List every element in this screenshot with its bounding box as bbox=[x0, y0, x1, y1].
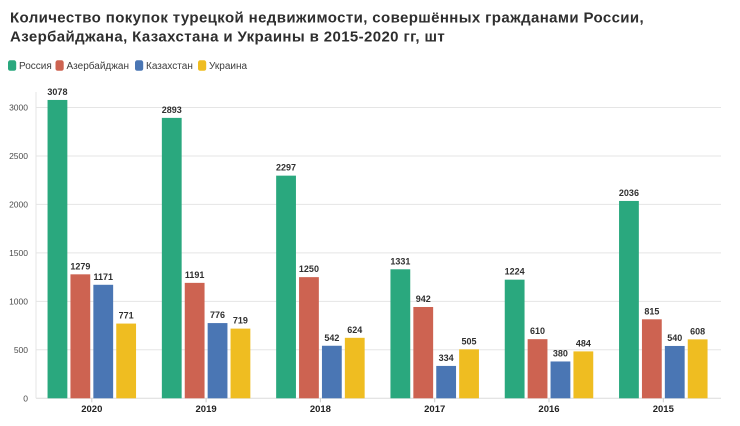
svg-text:771: 771 bbox=[119, 311, 134, 321]
svg-text:815: 815 bbox=[644, 306, 659, 316]
svg-text:334: 334 bbox=[439, 353, 454, 363]
svg-text:3000: 3000 bbox=[9, 103, 28, 113]
svg-text:Азербайджан: Азербайджан bbox=[67, 60, 130, 72]
svg-text:542: 542 bbox=[324, 333, 339, 343]
svg-text:2018: 2018 bbox=[310, 404, 331, 415]
svg-text:1279: 1279 bbox=[70, 261, 90, 271]
svg-text:1224: 1224 bbox=[505, 267, 525, 277]
svg-text:2500: 2500 bbox=[9, 151, 28, 161]
svg-text:Украина: Украина bbox=[209, 61, 248, 72]
svg-text:2019: 2019 bbox=[196, 404, 217, 415]
svg-text:500: 500 bbox=[14, 345, 28, 355]
svg-text:540: 540 bbox=[667, 333, 682, 343]
svg-text:610: 610 bbox=[530, 326, 545, 336]
svg-text:484: 484 bbox=[576, 338, 591, 348]
svg-text:624: 624 bbox=[347, 325, 362, 335]
svg-text:2017: 2017 bbox=[424, 404, 445, 415]
svg-text:2020: 2020 bbox=[81, 404, 102, 415]
svg-text:1331: 1331 bbox=[390, 256, 410, 266]
svg-text:2036: 2036 bbox=[619, 188, 639, 198]
svg-text:2016: 2016 bbox=[538, 404, 559, 415]
svg-text:0: 0 bbox=[23, 393, 28, 403]
svg-text:608: 608 bbox=[690, 326, 705, 336]
svg-text:1500: 1500 bbox=[9, 248, 28, 258]
svg-text:1250: 1250 bbox=[299, 264, 319, 274]
svg-text:Казахстан: Казахстан bbox=[146, 61, 193, 72]
svg-text:3078: 3078 bbox=[47, 87, 67, 97]
svg-text:2000: 2000 bbox=[9, 199, 28, 209]
svg-text:719: 719 bbox=[233, 316, 248, 326]
svg-text:380: 380 bbox=[553, 348, 568, 358]
svg-text:1191: 1191 bbox=[185, 270, 205, 280]
svg-text:Азербайджана, Казахстана и Укр: Азербайджана, Казахстана и Украины в 201… bbox=[10, 29, 445, 46]
svg-text:Россия: Россия bbox=[19, 61, 52, 72]
svg-text:942: 942 bbox=[416, 294, 431, 304]
svg-text:1171: 1171 bbox=[93, 272, 113, 282]
svg-text:2297: 2297 bbox=[276, 163, 296, 173]
svg-text:2015: 2015 bbox=[653, 404, 675, 415]
svg-text:Количество покупок турецкой не: Количество покупок турецкой недвижимости… bbox=[10, 10, 644, 27]
svg-text:505: 505 bbox=[462, 336, 477, 346]
svg-text:2893: 2893 bbox=[162, 105, 182, 115]
svg-text:1000: 1000 bbox=[9, 296, 28, 306]
svg-text:776: 776 bbox=[210, 310, 225, 320]
